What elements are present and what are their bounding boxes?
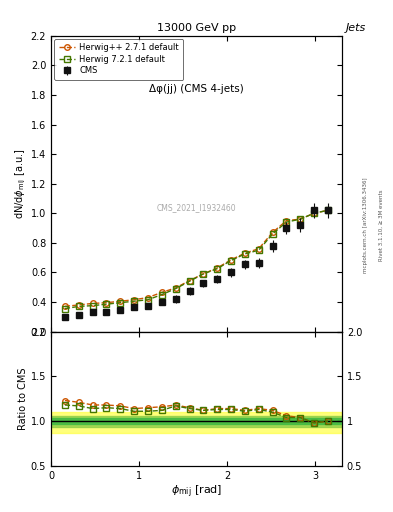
- Herwig 7.2.1 default: [160, 291, 164, 297]
- Text: 13000 GeV pp: 13000 GeV pp: [157, 23, 236, 33]
- Herwig 7.2.1 default: [90, 303, 95, 309]
- Text: Jets: Jets: [346, 23, 366, 33]
- Herwig++ 2.7.1 default: [160, 289, 164, 295]
- Herwig 7.2.1 default: [187, 278, 192, 284]
- Herwig 7.2.1 default: [256, 247, 261, 253]
- Text: mcplots.cern.ch [arXiv:1306.3436]: mcplots.cern.ch [arXiv:1306.3436]: [363, 178, 368, 273]
- Legend: Herwig++ 2.7.1 default, Herwig 7.2.1 default, CMS: Herwig++ 2.7.1 default, Herwig 7.2.1 def…: [54, 39, 183, 79]
- Herwig 7.2.1 default: [118, 300, 123, 306]
- Text: Rivet 3.1.10, ≥ 3M events: Rivet 3.1.10, ≥ 3M events: [379, 189, 384, 261]
- Herwig++ 2.7.1 default: [312, 210, 316, 217]
- Herwig 7.2.1 default: [132, 298, 136, 304]
- Herwig++ 2.7.1 default: [132, 296, 136, 303]
- Herwig 7.2.1 default: [242, 251, 247, 257]
- Herwig++ 2.7.1 default: [145, 294, 150, 301]
- Herwig++ 2.7.1 default: [242, 250, 247, 256]
- Herwig 7.2.1 default: [62, 306, 67, 312]
- Herwig 7.2.1 default: [312, 210, 316, 217]
- Herwig++ 2.7.1 default: [76, 302, 81, 308]
- Bar: [51, 412, 342, 433]
- Text: CMS_2021_I1932460: CMS_2021_I1932460: [157, 203, 236, 212]
- Bar: [51, 418, 342, 424]
- Bar: [51, 416, 342, 428]
- X-axis label: $\phi_{\rm mij}$ [rad]: $\phi_{\rm mij}$ [rad]: [171, 483, 222, 500]
- Herwig++ 2.7.1 default: [256, 246, 261, 252]
- Herwig 7.2.1 default: [173, 286, 178, 292]
- Herwig++ 2.7.1 default: [118, 298, 123, 304]
- Herwig 7.2.1 default: [104, 301, 109, 307]
- Herwig 7.2.1 default: [270, 231, 275, 237]
- Herwig++ 2.7.1 default: [173, 285, 178, 291]
- Herwig++ 2.7.1 default: [270, 229, 275, 236]
- Y-axis label: dN/d$\phi_{\rm mij}$ [a.u.]: dN/d$\phi_{\rm mij}$ [a.u.]: [13, 148, 28, 219]
- Line: Herwig 7.2.1 default: Herwig 7.2.1 default: [62, 207, 331, 311]
- Herwig++ 2.7.1 default: [201, 271, 206, 277]
- Herwig 7.2.1 default: [284, 219, 289, 225]
- Herwig++ 2.7.1 default: [62, 303, 67, 309]
- Line: Herwig++ 2.7.1 default: Herwig++ 2.7.1 default: [62, 207, 331, 309]
- Y-axis label: Ratio to CMS: Ratio to CMS: [18, 368, 28, 430]
- Herwig 7.2.1 default: [215, 266, 220, 272]
- Herwig 7.2.1 default: [298, 216, 303, 222]
- Herwig++ 2.7.1 default: [325, 207, 330, 214]
- Herwig 7.2.1 default: [325, 207, 330, 214]
- Herwig++ 2.7.1 default: [187, 278, 192, 284]
- Herwig++ 2.7.1 default: [229, 257, 233, 263]
- Herwig++ 2.7.1 default: [104, 300, 109, 306]
- Herwig 7.2.1 default: [145, 296, 150, 303]
- Herwig++ 2.7.1 default: [284, 218, 289, 224]
- Herwig++ 2.7.1 default: [215, 265, 220, 271]
- Text: Δφ(jj) (CMS 4-jets): Δφ(jj) (CMS 4-jets): [149, 84, 244, 94]
- Herwig 7.2.1 default: [201, 271, 206, 277]
- Herwig++ 2.7.1 default: [298, 216, 303, 222]
- Herwig 7.2.1 default: [76, 303, 81, 309]
- Herwig 7.2.1 default: [229, 258, 233, 264]
- Herwig++ 2.7.1 default: [90, 301, 95, 307]
